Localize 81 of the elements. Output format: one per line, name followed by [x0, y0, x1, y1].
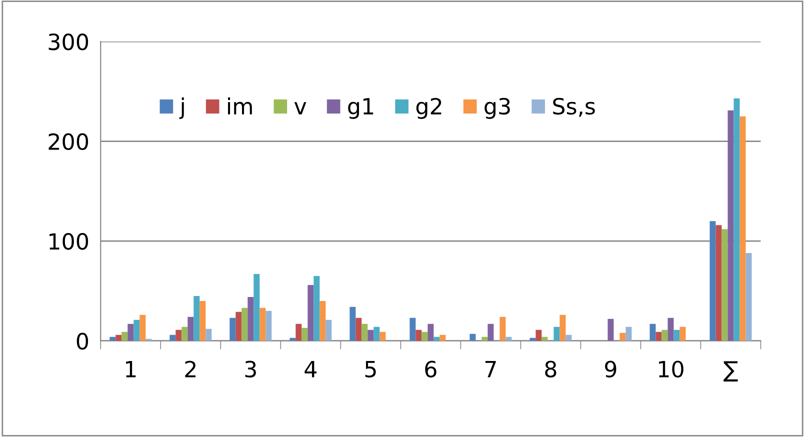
- bar: [122, 332, 128, 341]
- bar: [194, 296, 200, 341]
- bar: [242, 308, 248, 341]
- bar: [302, 328, 308, 341]
- bar: [626, 326, 632, 341]
- bar: [566, 334, 572, 341]
- bar: [746, 253, 752, 341]
- x-tick-label: 1: [126, 360, 136, 378]
- bar: [680, 326, 686, 341]
- bar: [374, 326, 380, 341]
- bar: [314, 276, 320, 341]
- bar: [710, 221, 716, 341]
- legend-label: Ss,s: [553, 98, 595, 117]
- legend-label: v: [294, 102, 306, 114]
- bar: [266, 310, 272, 341]
- bar: [674, 330, 680, 341]
- bar: [230, 318, 236, 341]
- bar: [308, 284, 314, 341]
- bar: [560, 314, 566, 341]
- bar: [428, 324, 434, 341]
- y-tick-label: 0: [76, 332, 88, 350]
- bar: [734, 98, 740, 341]
- bar: [440, 334, 446, 341]
- bar: [554, 326, 560, 341]
- bar: [200, 300, 206, 341]
- x-tick-label: 2: [185, 360, 196, 378]
- bar: [722, 229, 728, 341]
- bar: [134, 320, 140, 341]
- bar: [500, 316, 506, 341]
- x-tick-label: 6: [425, 360, 436, 378]
- bar: [260, 308, 266, 341]
- bar: [416, 330, 422, 341]
- bar: [296, 324, 302, 341]
- bar: [620, 332, 626, 341]
- bar: [368, 330, 374, 341]
- x-tick-label: 7: [485, 360, 496, 378]
- y-tick-label: 300: [48, 33, 88, 50]
- legend-label: im: [228, 97, 252, 114]
- legend-label: j: [179, 97, 184, 119]
- legend-label: g1: [348, 98, 374, 119]
- bar: [140, 314, 146, 341]
- x-tick-label: 9: [605, 360, 616, 378]
- bar: [740, 116, 746, 341]
- bar: [128, 324, 134, 341]
- bar: [206, 328, 212, 341]
- x-tick-label: 5: [365, 360, 376, 378]
- bar: [536, 330, 542, 341]
- x-tick-label: 4: [304, 360, 316, 378]
- bar: [188, 316, 194, 341]
- bar: [488, 324, 494, 341]
- bar: [608, 318, 614, 341]
- legend-label: g3: [484, 98, 510, 119]
- bar: [662, 330, 668, 341]
- bar: [422, 332, 428, 341]
- bar: [170, 334, 176, 341]
- bar: [470, 334, 476, 341]
- bar: [176, 330, 182, 341]
- x-tick-label: 10: [659, 360, 684, 378]
- bar: [362, 324, 368, 341]
- legend-label: g2: [416, 98, 442, 119]
- bar: [650, 324, 656, 341]
- bar: [236, 312, 242, 341]
- bar: [656, 332, 662, 341]
- y-tick-label: 100: [50, 233, 88, 250]
- x-tick-label: 3: [245, 360, 256, 378]
- bar: [728, 110, 734, 341]
- bar: [320, 300, 326, 341]
- x-tick-label: 8: [545, 360, 556, 378]
- bar: [356, 318, 362, 341]
- bar: [350, 306, 356, 341]
- bar: [668, 318, 674, 341]
- bar: [248, 296, 254, 341]
- bar: [326, 320, 332, 341]
- bar: [380, 332, 386, 341]
- y-tick-label: 200: [48, 133, 88, 150]
- x-tick-label: ∑: [724, 361, 738, 382]
- bar: [254, 274, 260, 341]
- bar: [116, 334, 122, 341]
- bar: [716, 225, 722, 341]
- bar: [410, 318, 416, 341]
- bar: [182, 326, 188, 341]
